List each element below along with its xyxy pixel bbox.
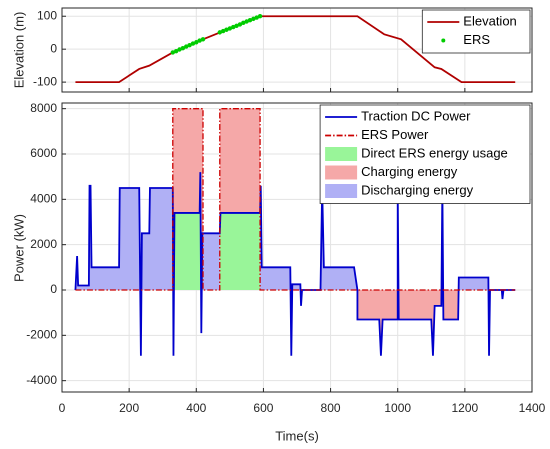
legend-box [421, 9, 531, 54]
x-tick-label: 0 [59, 401, 66, 415]
ers-point [254, 15, 259, 20]
y-tick-label: 0 [50, 41, 57, 55]
ers-point [241, 20, 246, 26]
legend-swatch [325, 184, 358, 198]
ers-point [197, 38, 202, 43]
plot-frame [61, 102, 533, 393]
ers-point [170, 50, 175, 55]
x-tick-label: 600 [253, 401, 273, 415]
ers-point [217, 30, 222, 35]
series-line [75, 108, 516, 291]
legend-label: Traction DC Power [361, 108, 471, 123]
ers-point [224, 27, 229, 32]
ers-point [177, 47, 182, 52]
legend-swatch [441, 38, 446, 43]
legend-label: Charging energy [361, 164, 458, 179]
legend-label: ERS [463, 32, 490, 47]
legend-swatch [325, 165, 358, 180]
legend-label: ERS Power [361, 127, 429, 142]
y-tick-label: 8000 [30, 101, 57, 115]
y-tick-label: 4000 [30, 192, 57, 206]
x-tick-label: 200 [119, 401, 139, 415]
ers-point [247, 17, 253, 23]
y-tick-label: 2000 [30, 237, 57, 251]
ers-point [227, 26, 233, 31]
plot-content [75, 14, 516, 84]
ers-point [180, 45, 186, 51]
y-axis-label: Elevation (m) [11, 12, 26, 89]
ers-point [234, 23, 239, 28]
ers-point [184, 44, 189, 49]
ers-point [190, 41, 196, 46]
ers-point [251, 16, 256, 22]
x-tick-label: 400 [186, 401, 206, 415]
legend-label: Elevation [463, 13, 516, 28]
x-tick-label: 1200 [452, 401, 479, 415]
y-tick-label: 100 [37, 8, 57, 22]
y-tick-label: 6000 [30, 146, 57, 160]
plot-frame [61, 7, 533, 93]
ers-point [257, 14, 263, 19]
legend: Traction DC Power ERS Power Direct ERS ene… [319, 104, 531, 204]
legend-label: Discharging energy [361, 182, 474, 197]
y-tick-label: 0 [50, 282, 57, 296]
x-tick-label: 1400 [519, 401, 546, 415]
ers-point [231, 24, 236, 30]
y-tick-label: -4000 [26, 373, 57, 387]
plot-content [74, 108, 516, 356]
x-axis-label: Time(s) [275, 428, 319, 443]
y-tick-label: -100 [33, 74, 57, 88]
ers-point [200, 37, 206, 42]
legend-label: Direct ERS energy usage [361, 145, 508, 160]
legend: Elevation ERS [421, 9, 531, 54]
ers-point [220, 28, 226, 34]
series-line [74, 172, 516, 356]
ers-point [187, 43, 192, 48]
y-axis-label: Power (kW) [11, 214, 26, 282]
x-tick-label: 800 [321, 401, 341, 415]
ers-point [173, 48, 179, 54]
fill-discharging [75, 172, 516, 356]
y-tick-label: -2000 [26, 328, 57, 342]
ers-point [244, 19, 249, 24]
ers-point [237, 22, 243, 27]
legend-swatch [325, 147, 358, 161]
x-tick-label: 1000 [384, 401, 411, 415]
ers-point [194, 40, 199, 45]
